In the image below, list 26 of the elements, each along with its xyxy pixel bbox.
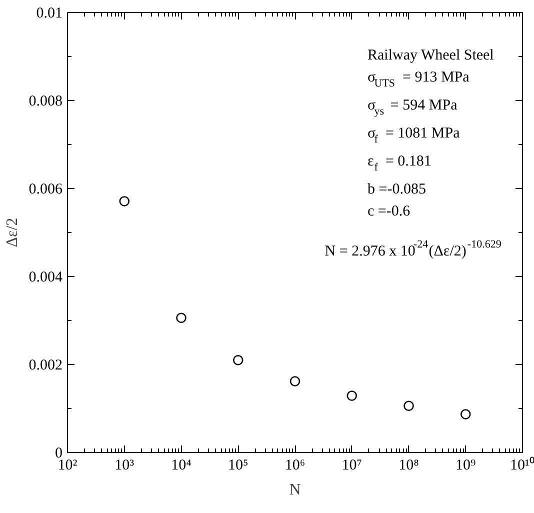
x-tick-label: 10⁸ [398,458,419,474]
point [176,312,186,323]
x-tick-label: 10² [58,458,78,474]
x-tick-label: 10⁷ [342,458,362,474]
annotation: c =-0.6 [368,204,411,220]
y-tick-label: 0.002 [28,358,62,374]
y-tick-label: 0.008 [28,94,62,110]
x-tick-label: 10⁹ [456,458,476,474]
annotation: b =-0.085 [368,182,426,198]
x-tick-label: 10³ [114,458,135,474]
point [232,354,244,366]
point [346,390,358,401]
x-tick-label: 10⁶ [284,458,306,474]
x-tick-label: 10⁴ [171,458,192,474]
point [404,400,414,411]
annotation: Railway Wheel Steel [368,48,494,64]
y-tick-label: 0.01 [36,6,62,22]
x-axis-title: N [289,482,302,498]
x-tick-label: 10⁵ [228,458,248,474]
point [290,376,300,386]
y-tick-label: 0.004 [28,270,63,286]
x-tick-label: 10¹⁰ [510,456,534,474]
point [460,409,471,420]
y-tick-label: 0.006 [28,182,63,198]
point [119,196,130,206]
y-axis-title: Δε/2 [4,218,21,248]
